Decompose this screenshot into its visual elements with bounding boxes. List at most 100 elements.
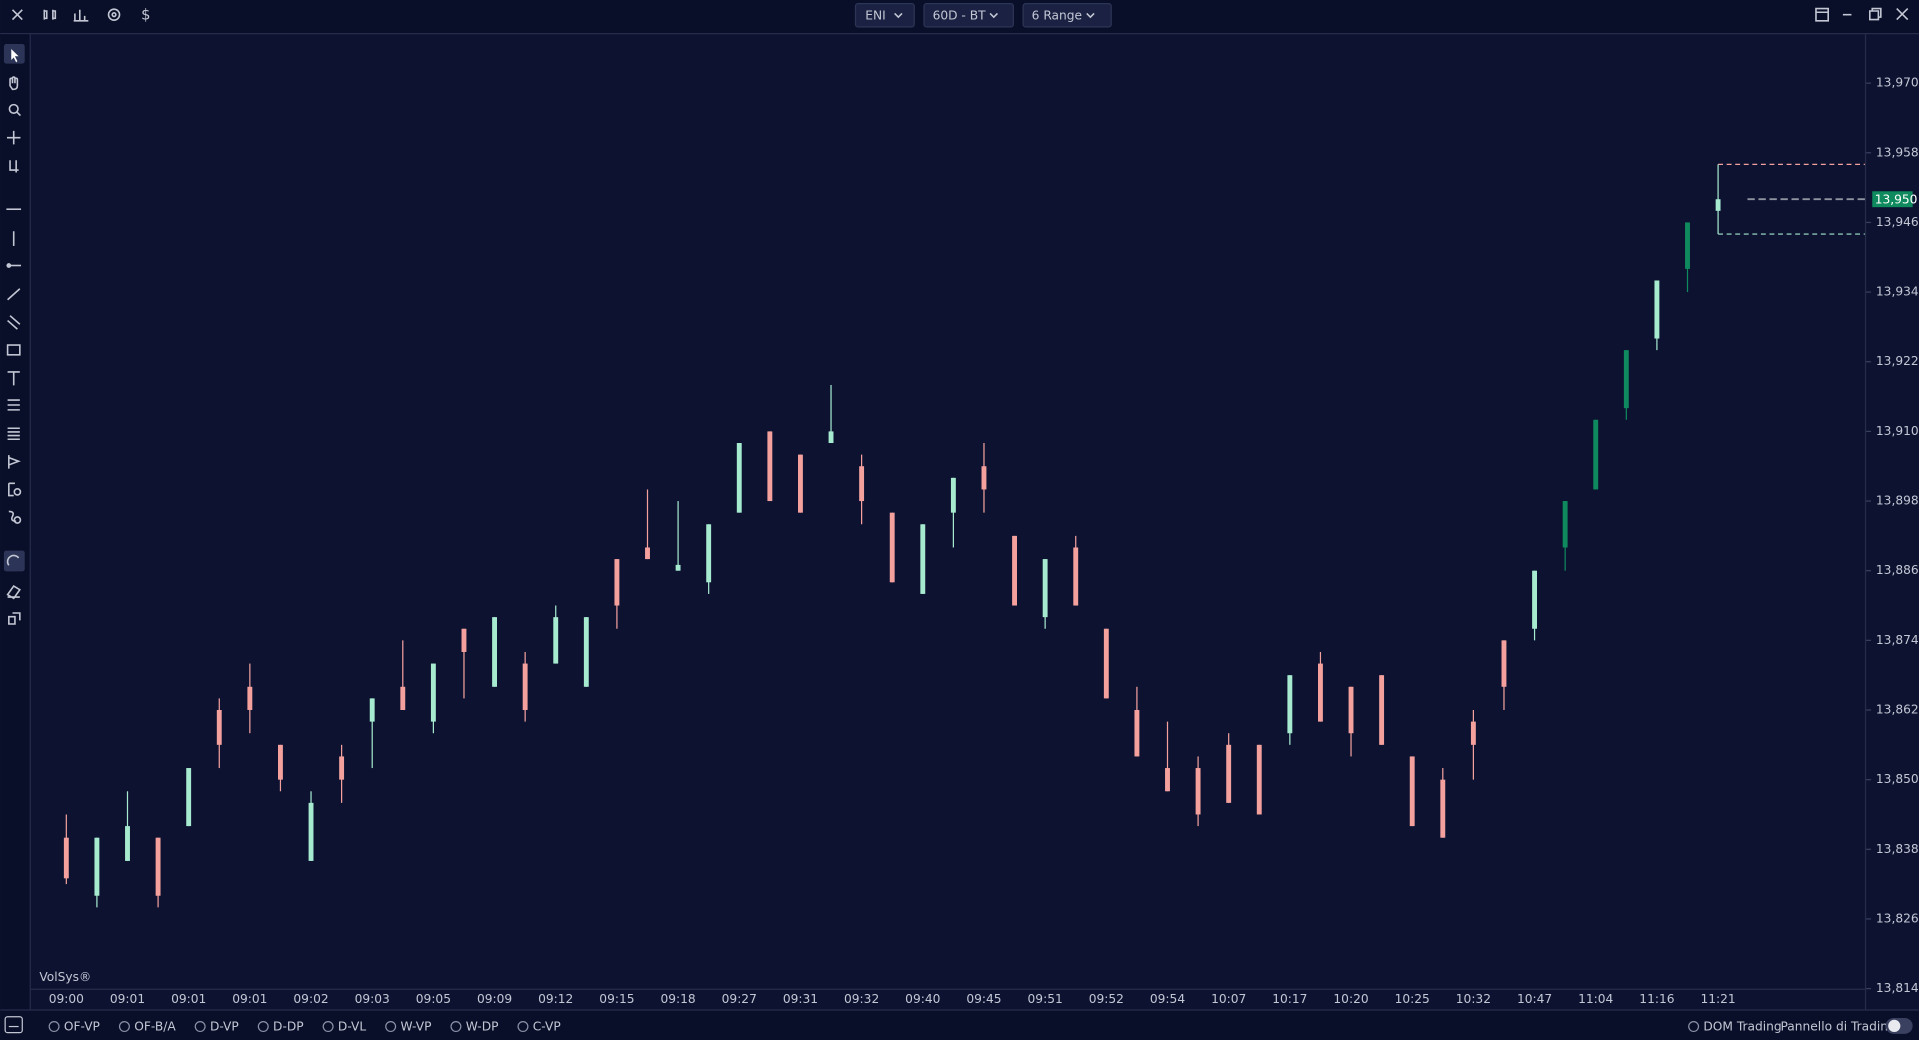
candle-body <box>706 524 712 583</box>
levels-tool[interactable] <box>7 399 20 411</box>
y-tick-label: 13,826 <box>1876 911 1919 925</box>
x-tick-label: 09:01 <box>110 992 145 1006</box>
indicator-label[interactable]: D-DP <box>273 1020 304 1034</box>
plot: 13,814 13,826 13,838 13,850 13,862 13,874 13,8… <box>49 76 1919 1006</box>
x-tick-label: 09:27 <box>722 992 757 1006</box>
candle-body <box>522 663 528 711</box>
candle-body <box>889 512 895 583</box>
indicators: OF-VP OF-B/A D-VP D-DP D-VL W-VP W-DP C-VP <box>48 1020 561 1034</box>
y-tick-label: 13,934 <box>1876 285 1919 299</box>
indicator-label[interactable]: OF-VP <box>64 1020 100 1034</box>
candle-body <box>94 837 100 896</box>
profile-tool[interactable] <box>8 482 15 497</box>
indicator-label[interactable]: D-VL <box>338 1020 366 1034</box>
eraser-tool[interactable] <box>6 585 21 600</box>
x-tick-label: 10:47 <box>1517 992 1552 1006</box>
candle-body <box>125 826 130 861</box>
indicator-label[interactable]: OF-B/A <box>134 1020 176 1034</box>
candle-body <box>736 443 742 513</box>
candle-body <box>1348 686 1354 734</box>
indicator-radio <box>194 1021 206 1033</box>
layout-icon[interactable] <box>1815 7 1830 22</box>
candle-body <box>400 686 406 711</box>
x-tick-label: 11:21 <box>1700 992 1735 1006</box>
x-tick-label: 11:04 <box>1578 992 1613 1006</box>
x-tick-label: 10:32 <box>1456 992 1491 1006</box>
y-tick-label: 13,946 <box>1876 215 1919 229</box>
indicator-radio <box>385 1021 397 1033</box>
indicator-radio <box>322 1021 334 1033</box>
magnet-tool[interactable] <box>3 550 25 572</box>
candle-body <box>1134 710 1140 757</box>
indicator-label[interactable]: W-VP <box>400 1020 431 1034</box>
symbol-text: ENI <box>865 8 885 22</box>
channel-tool[interactable] <box>7 315 21 330</box>
clone-tool[interactable] <box>8 612 21 625</box>
candle-body <box>1012 535 1018 606</box>
bottom-bar <box>0 1010 1919 1040</box>
window-close-icon[interactable] <box>1896 8 1909 21</box>
indicator-radio <box>517 1021 529 1033</box>
candle-body <box>1409 756 1415 827</box>
x-tick-label: 09:40 <box>905 992 940 1006</box>
crosshair-tool[interactable] <box>6 130 21 145</box>
x-tick-label: 09:05 <box>416 992 451 1006</box>
timeframe-text: 60D - BT <box>933 8 987 22</box>
symbol-dropdown[interactable] <box>854 3 915 28</box>
candle-body <box>277 744 283 780</box>
trendline-tool[interactable] <box>7 288 21 301</box>
rect-tool[interactable] <box>6 344 21 356</box>
candle-body <box>859 466 865 502</box>
restore-icon[interactable] <box>1869 7 1882 21</box>
candle-body <box>63 837 69 879</box>
lines-tool[interactable] <box>7 427 20 441</box>
text-tool[interactable] <box>7 371 20 386</box>
bars-icon[interactable] <box>73 9 89 22</box>
arrow-tool[interactable] <box>8 455 21 469</box>
x-tick-label: 09:15 <box>599 992 634 1006</box>
last-price-label: 13,950 <box>1875 192 1918 206</box>
dom-radio[interactable] <box>1688 1021 1700 1033</box>
timeframe-dropdown[interactable] <box>923 3 1014 28</box>
indicator-label[interactable]: C-VP <box>533 1020 561 1034</box>
panel-toggle[interactable] <box>4 1016 23 1034</box>
currency-icon[interactable]: $ <box>141 6 150 23</box>
dropdowns: ENI 60D - BT 6 Range <box>854 3 1112 28</box>
drawing-tools <box>3 44 25 625</box>
y-tick-label: 13,850 <box>1876 772 1919 786</box>
candle-body <box>186 768 192 827</box>
fib-tool[interactable] <box>9 160 19 173</box>
candle-body <box>1379 675 1385 745</box>
panel-label: Pannello di Trading <box>1780 1020 1895 1034</box>
indicator-label[interactable]: D-VP <box>210 1020 239 1034</box>
candles-icon[interactable] <box>43 9 57 20</box>
y-tick-label: 13,874 <box>1876 633 1919 647</box>
hand-tool[interactable] <box>9 76 19 91</box>
indicator-label[interactable]: W-DP <box>466 1020 499 1034</box>
bar-type-dropdown[interactable] <box>1022 3 1112 28</box>
candle-body <box>645 547 650 560</box>
x-tick-label: 09:32 <box>844 992 879 1006</box>
watermark: VolSys® <box>39 970 91 984</box>
zoom-tool[interactable] <box>8 103 19 114</box>
close-icon[interactable] <box>11 9 23 21</box>
candle-body <box>461 628 467 652</box>
candle-body <box>1317 663 1323 722</box>
x-tick-label: 09:45 <box>966 992 1001 1006</box>
x-tick-label: 09:54 <box>1150 992 1185 1006</box>
settings-icon[interactable] <box>107 8 121 21</box>
candle-body <box>216 710 222 745</box>
candle-body <box>828 431 834 444</box>
candle-body <box>1593 419 1599 490</box>
candle-body <box>1532 570 1538 629</box>
candle-body <box>308 802 314 861</box>
candle-body <box>950 477 956 513</box>
candle-body <box>767 431 773 502</box>
y-tick-label: 13,910 <box>1876 424 1919 438</box>
vwap-tool[interactable] <box>8 510 17 523</box>
candle-body <box>1685 222 1690 269</box>
candle-body <box>675 564 681 571</box>
candle-body <box>1501 640 1507 687</box>
